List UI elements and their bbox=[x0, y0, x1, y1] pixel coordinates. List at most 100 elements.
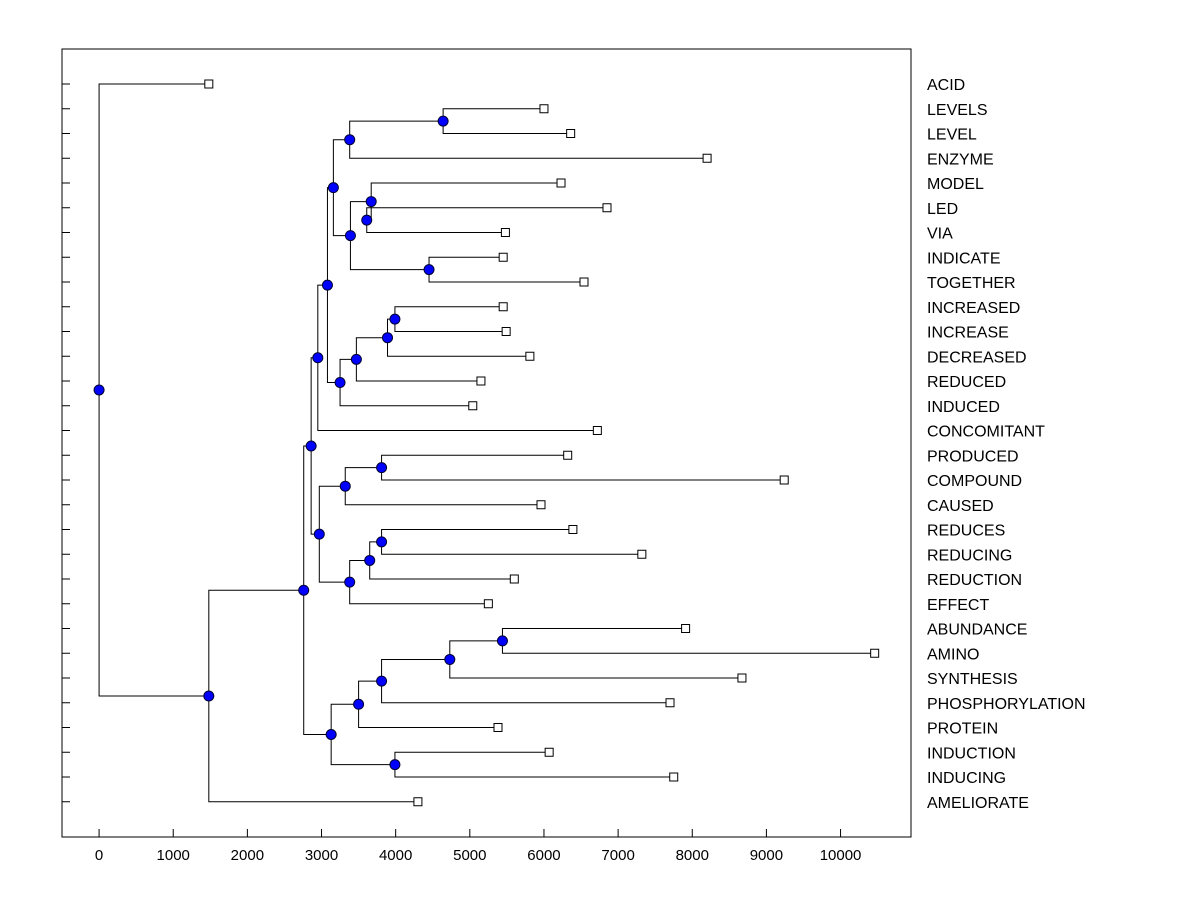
leaf-label: PHOSPHORYLATION bbox=[927, 696, 1086, 713]
leaf-marker bbox=[568, 525, 578, 534]
merge-node bbox=[389, 313, 401, 325]
leaf-label: REDUCED bbox=[927, 374, 1006, 391]
leaf-label: INDUCING bbox=[927, 770, 1006, 787]
leaf-label: INDUCED bbox=[927, 399, 1000, 416]
merge-node bbox=[376, 675, 388, 687]
leaf-label: LED bbox=[927, 201, 958, 218]
leaf-marker bbox=[539, 104, 549, 114]
leaf-marker bbox=[556, 178, 566, 188]
merge-node bbox=[382, 332, 394, 344]
leaf-label: INDICATE bbox=[927, 250, 1000, 267]
leaf-marker bbox=[500, 228, 510, 237]
merge-node bbox=[325, 728, 337, 740]
x-tick-label: 2000 bbox=[231, 847, 264, 864]
leaf-marker bbox=[563, 450, 573, 460]
leaf-marker bbox=[870, 648, 880, 658]
leaf-label: AMINO bbox=[927, 646, 979, 663]
merge-node bbox=[93, 384, 105, 396]
leaf-label: ACID bbox=[927, 77, 965, 94]
merge-node bbox=[365, 196, 377, 208]
leaf-marker bbox=[498, 252, 508, 262]
merge-node bbox=[389, 759, 401, 771]
merge-node bbox=[203, 690, 215, 702]
x-tick-label: 9000 bbox=[750, 847, 783, 864]
leaf-label: CAUSED bbox=[927, 498, 994, 515]
leaf-label: REDUCTION bbox=[927, 572, 1022, 589]
leaf-label: CONCOMITANT bbox=[927, 424, 1045, 441]
merge-node bbox=[298, 584, 310, 596]
x-tick-label: 6000 bbox=[527, 847, 560, 864]
x-tick-label: 4000 bbox=[379, 847, 412, 864]
merge-node bbox=[423, 264, 435, 276]
x-tick-label: 5000 bbox=[453, 847, 486, 864]
leaf-marker bbox=[509, 574, 519, 584]
leaf-marker bbox=[498, 302, 508, 312]
x-tick-label: 10000 bbox=[820, 847, 862, 864]
leaf-label: VIA bbox=[927, 226, 953, 243]
merge-node bbox=[364, 554, 376, 566]
leaf-marker bbox=[669, 772, 679, 782]
plot-frame bbox=[61, 48, 912, 838]
leaf-label: INDUCTION bbox=[927, 745, 1016, 762]
leaf-marker bbox=[501, 327, 511, 336]
leaf-marker bbox=[468, 401, 478, 411]
merge-node bbox=[376, 462, 388, 474]
merge-node bbox=[313, 528, 325, 540]
leaf-label: TOGETHER bbox=[927, 275, 1016, 292]
leaf-marker bbox=[702, 153, 712, 163]
leaf-marker bbox=[536, 500, 546, 510]
leaf-label: REDUCES bbox=[927, 523, 1005, 540]
leaf-label: COMPOUND bbox=[927, 473, 1022, 490]
merge-node bbox=[350, 353, 362, 365]
merge-node bbox=[339, 480, 351, 492]
leaf-marker bbox=[483, 599, 493, 609]
x-tick-label: 3000 bbox=[305, 847, 338, 864]
leaf-label: PRODUCED bbox=[927, 448, 1019, 465]
leaf-markers bbox=[204, 79, 880, 807]
leaf-label: ENZYME bbox=[927, 151, 994, 168]
leaf-marker bbox=[493, 723, 503, 732]
merge-node bbox=[312, 352, 324, 364]
leaf-label: AMELIORATE bbox=[927, 795, 1029, 812]
leaf-marker bbox=[681, 624, 691, 633]
x-tick-label: 0 bbox=[95, 847, 103, 864]
leaf-marker bbox=[592, 426, 602, 435]
merge-node bbox=[376, 536, 388, 548]
merge-node bbox=[353, 698, 365, 710]
leaf-marker bbox=[476, 376, 486, 386]
merge-node bbox=[344, 576, 356, 588]
leaf-marker bbox=[665, 698, 675, 708]
x-tick-label: 8000 bbox=[676, 847, 709, 864]
leaf-marker bbox=[779, 475, 789, 485]
leaf-marker bbox=[637, 549, 647, 559]
leaf-label: EFFECT bbox=[927, 597, 989, 614]
merge-node bbox=[344, 230, 356, 242]
leaf-marker bbox=[566, 129, 576, 138]
merge-nodes bbox=[93, 115, 508, 771]
merge-node bbox=[305, 440, 317, 452]
merge-node bbox=[327, 182, 339, 194]
leaf-marker bbox=[525, 351, 535, 361]
leaf-marker bbox=[737, 673, 747, 683]
leaf-label: REDUCING bbox=[927, 547, 1012, 564]
merge-node bbox=[361, 214, 373, 226]
merge-node bbox=[321, 279, 333, 291]
x-tick-label: 7000 bbox=[601, 847, 634, 864]
merge-node bbox=[437, 115, 449, 127]
leaf-label: LEVEL bbox=[927, 127, 977, 144]
leaf-marker bbox=[602, 203, 612, 213]
leaf-label: MODEL bbox=[927, 176, 984, 193]
leaf-label: ABUNDANCE bbox=[927, 622, 1027, 639]
merge-node bbox=[344, 134, 356, 146]
leaf-marker bbox=[413, 797, 423, 807]
merge-node bbox=[334, 377, 346, 389]
merge-node bbox=[444, 653, 456, 665]
leaf-marker bbox=[544, 747, 554, 757]
leaf-marker bbox=[204, 79, 214, 89]
leaf-label: SYNTHESIS bbox=[927, 671, 1018, 688]
leaf-label: INCREASED bbox=[927, 300, 1020, 317]
merge-node bbox=[496, 635, 508, 647]
leaf-marker bbox=[579, 277, 589, 287]
leaf-label: LEVELS bbox=[927, 102, 987, 119]
